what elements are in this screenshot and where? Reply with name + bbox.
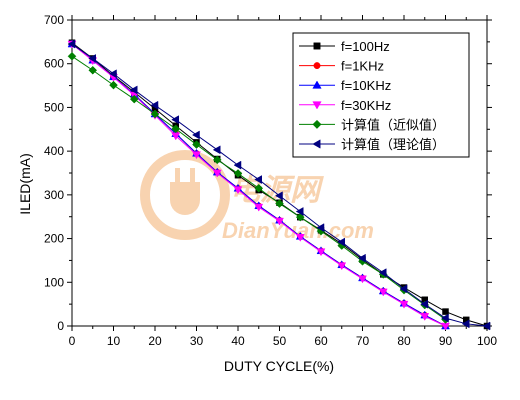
data-point bbox=[171, 115, 179, 125]
data-point bbox=[88, 65, 98, 75]
data-point bbox=[316, 223, 325, 233]
data-point bbox=[171, 124, 181, 134]
x-tick-label: 60 bbox=[314, 334, 328, 348]
watermark-ring bbox=[140, 150, 230, 240]
data-point bbox=[295, 234, 305, 242]
data-point bbox=[150, 109, 160, 119]
legend-label: f=30KHz bbox=[341, 98, 391, 113]
y-tick-label: 400 bbox=[44, 144, 64, 158]
x-tick-label: 20 bbox=[148, 334, 162, 348]
x-tick-label: 50 bbox=[273, 334, 287, 348]
data-point bbox=[420, 299, 428, 309]
data-point bbox=[212, 169, 222, 178]
data-point bbox=[254, 203, 264, 212]
data-point bbox=[254, 175, 262, 184]
data-point bbox=[358, 275, 367, 284]
x-tick-label: 10 bbox=[107, 334, 121, 348]
watermark-logo: 电源网 DianYuan.com bbox=[140, 150, 374, 243]
data-point bbox=[337, 262, 347, 271]
legend-marker bbox=[313, 42, 321, 50]
data-point bbox=[108, 69, 117, 79]
legend-box bbox=[292, 32, 470, 158]
data-point bbox=[192, 140, 201, 149]
x-tick-label: 90 bbox=[439, 334, 453, 348]
x-tick-label: 100 bbox=[477, 334, 497, 348]
legend-entry: 计算值（理论值） bbox=[299, 137, 445, 152]
legend-label: 计算值（理论值） bbox=[341, 137, 445, 152]
x-tick-label: 30 bbox=[190, 334, 204, 348]
y-tick-label: 0 bbox=[57, 319, 64, 333]
y-tick-label: 300 bbox=[44, 188, 64, 202]
axis-ticks: 0 10 20 30 40 50 60 70 80 90 100 0 100 200 300 400 500 60… bbox=[44, 13, 497, 348]
x-tick-label: 0 bbox=[69, 334, 76, 348]
data-point bbox=[150, 100, 159, 110]
legend: f=100Hz f=1KHz f=10KHz f=30KHz 计算值（近似值） 计算值（理… bbox=[292, 32, 470, 158]
data-point bbox=[378, 268, 387, 278]
data-point bbox=[212, 155, 222, 165]
data-point bbox=[129, 85, 138, 95]
data-point bbox=[378, 288, 388, 297]
plug-prong-icon bbox=[175, 168, 180, 182]
data-point bbox=[357, 253, 366, 263]
data-point bbox=[109, 80, 118, 90]
legend-marker bbox=[313, 62, 321, 70]
y-tick-label: 500 bbox=[44, 100, 64, 114]
legend-label: 计算值（近似值） bbox=[341, 117, 445, 132]
data-point bbox=[420, 313, 430, 321]
data-point bbox=[482, 321, 491, 331]
y-axis-label: ILED(mA) bbox=[17, 153, 33, 214]
x-tick-label: 40 bbox=[231, 334, 245, 348]
data-point bbox=[233, 169, 243, 178]
data-point bbox=[192, 151, 201, 160]
x-tick-label: 80 bbox=[397, 334, 411, 348]
legend-label: f=100Hz bbox=[341, 39, 390, 54]
legend-marker bbox=[312, 139, 321, 149]
data-point bbox=[67, 39, 76, 49]
data-point bbox=[233, 186, 243, 195]
legend-entry: f=30KHz bbox=[299, 98, 391, 113]
legend-label: f=10KHz bbox=[341, 78, 391, 93]
x-axis-label: DUTY CYCLE(%) bbox=[224, 358, 334, 374]
y-tick-label: 700 bbox=[44, 13, 64, 27]
data-point bbox=[295, 207, 304, 216]
y-tick-label: 100 bbox=[44, 275, 64, 289]
series-5 bbox=[67, 39, 491, 331]
data-point bbox=[67, 51, 77, 61]
plug-icon bbox=[170, 182, 200, 215]
data-point bbox=[442, 308, 449, 315]
y-tick-label: 600 bbox=[44, 57, 64, 71]
series-layer bbox=[67, 39, 491, 331]
legend-entry: 计算值（近似值） bbox=[299, 117, 445, 132]
legend-entry: f=100Hz bbox=[299, 39, 390, 54]
data-point bbox=[254, 183, 264, 193]
legend-marker bbox=[312, 119, 322, 129]
data-point bbox=[461, 319, 470, 329]
data-point bbox=[233, 160, 242, 170]
data-point bbox=[275, 217, 284, 226]
data-point bbox=[275, 199, 284, 208]
legend-marker bbox=[312, 101, 322, 110]
data-point bbox=[129, 94, 139, 104]
legend-label: f=1KHz bbox=[341, 59, 384, 74]
data-point bbox=[274, 191, 283, 201]
y-tick-label: 200 bbox=[44, 232, 64, 246]
data-point bbox=[399, 284, 408, 294]
data-point bbox=[88, 54, 96, 63]
legend-entry: f=1KHz bbox=[299, 59, 384, 74]
data-point bbox=[337, 237, 345, 247]
legend-marker bbox=[312, 80, 322, 89]
x-tick-label: 70 bbox=[356, 334, 370, 348]
data-point bbox=[191, 130, 200, 140]
legend-entry: f=10KHz bbox=[299, 78, 391, 93]
data-point bbox=[212, 145, 221, 155]
data-point bbox=[399, 300, 409, 309]
data-point bbox=[440, 313, 449, 323]
data-point bbox=[316, 248, 326, 257]
plug-prong-icon bbox=[190, 168, 195, 182]
